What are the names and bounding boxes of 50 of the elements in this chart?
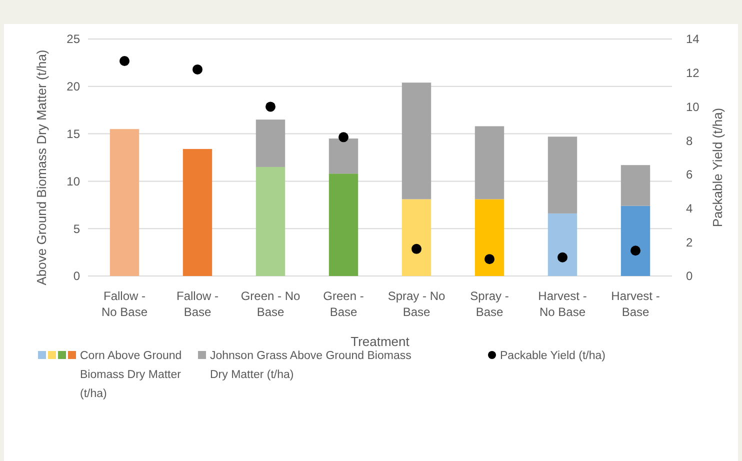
legend-label: Packable Yield (t/ha) bbox=[500, 350, 606, 362]
point bbox=[120, 56, 130, 66]
bar bbox=[328, 174, 358, 276]
bar bbox=[328, 138, 358, 174]
x-tick-label: Spray - Base bbox=[470, 289, 509, 319]
x-axis-title: Treatment bbox=[350, 334, 410, 349]
y2-tick-label: 8 bbox=[686, 134, 693, 148]
y-tick-label: 15 bbox=[66, 127, 80, 141]
y2-tick-label: 6 bbox=[686, 168, 693, 182]
y2-axis-title: Packable Yield (t/ha) bbox=[710, 108, 725, 228]
point bbox=[630, 246, 640, 256]
x-tick-label: Spray - No Base bbox=[388, 289, 446, 319]
y2-tick-label: 10 bbox=[686, 100, 700, 114]
x-tick-label: Harvest - Base bbox=[611, 289, 660, 319]
bar bbox=[620, 165, 650, 206]
x-tick-label: Green - No Base bbox=[240, 289, 300, 319]
y-tick-label: 10 bbox=[66, 174, 80, 188]
y2-tick-label: 2 bbox=[686, 235, 693, 250]
y2-tick-label: 0 bbox=[686, 269, 693, 284]
y-tick-label: 5 bbox=[73, 222, 80, 236]
y2-tick-label: 12 bbox=[686, 66, 700, 80]
y2-tick-label: 14 bbox=[686, 32, 700, 46]
bar bbox=[402, 199, 432, 276]
legend-label: Corn Above Ground Biomass Dry Matter (t/ha) bbox=[80, 350, 182, 400]
bar bbox=[110, 129, 140, 276]
y2-tick-label: 4 bbox=[686, 201, 693, 216]
bar bbox=[256, 120, 286, 167]
point bbox=[192, 64, 202, 74]
bar bbox=[548, 136, 578, 214]
x-tick-label: Fallow - No Base bbox=[101, 289, 148, 319]
bar bbox=[548, 213, 578, 276]
point bbox=[484, 254, 494, 264]
bar bbox=[474, 126, 504, 200]
y-axis-title: Above Ground Biomass Dry Matter (t/ha) bbox=[34, 50, 49, 286]
point bbox=[266, 102, 276, 112]
x-tick-label: Fallow - Base bbox=[176, 289, 219, 319]
bar bbox=[182, 148, 212, 276]
legend-label: Johnson Grass Above Ground Biomass Dry Matter (t/ha) bbox=[210, 350, 412, 381]
y-tick-label: 20 bbox=[66, 80, 80, 94]
y-tick-label: 25 bbox=[66, 32, 80, 46]
bar bbox=[256, 166, 286, 276]
y-tick-label: 0 bbox=[73, 269, 80, 284]
point bbox=[338, 132, 348, 142]
x-tick-label: Green - Base bbox=[323, 289, 364, 319]
point bbox=[412, 244, 422, 254]
x-tick-label: Harvest - No Base bbox=[538, 289, 587, 319]
bar bbox=[620, 206, 650, 276]
point bbox=[558, 252, 568, 262]
bar bbox=[474, 199, 504, 276]
bar bbox=[402, 82, 432, 200]
